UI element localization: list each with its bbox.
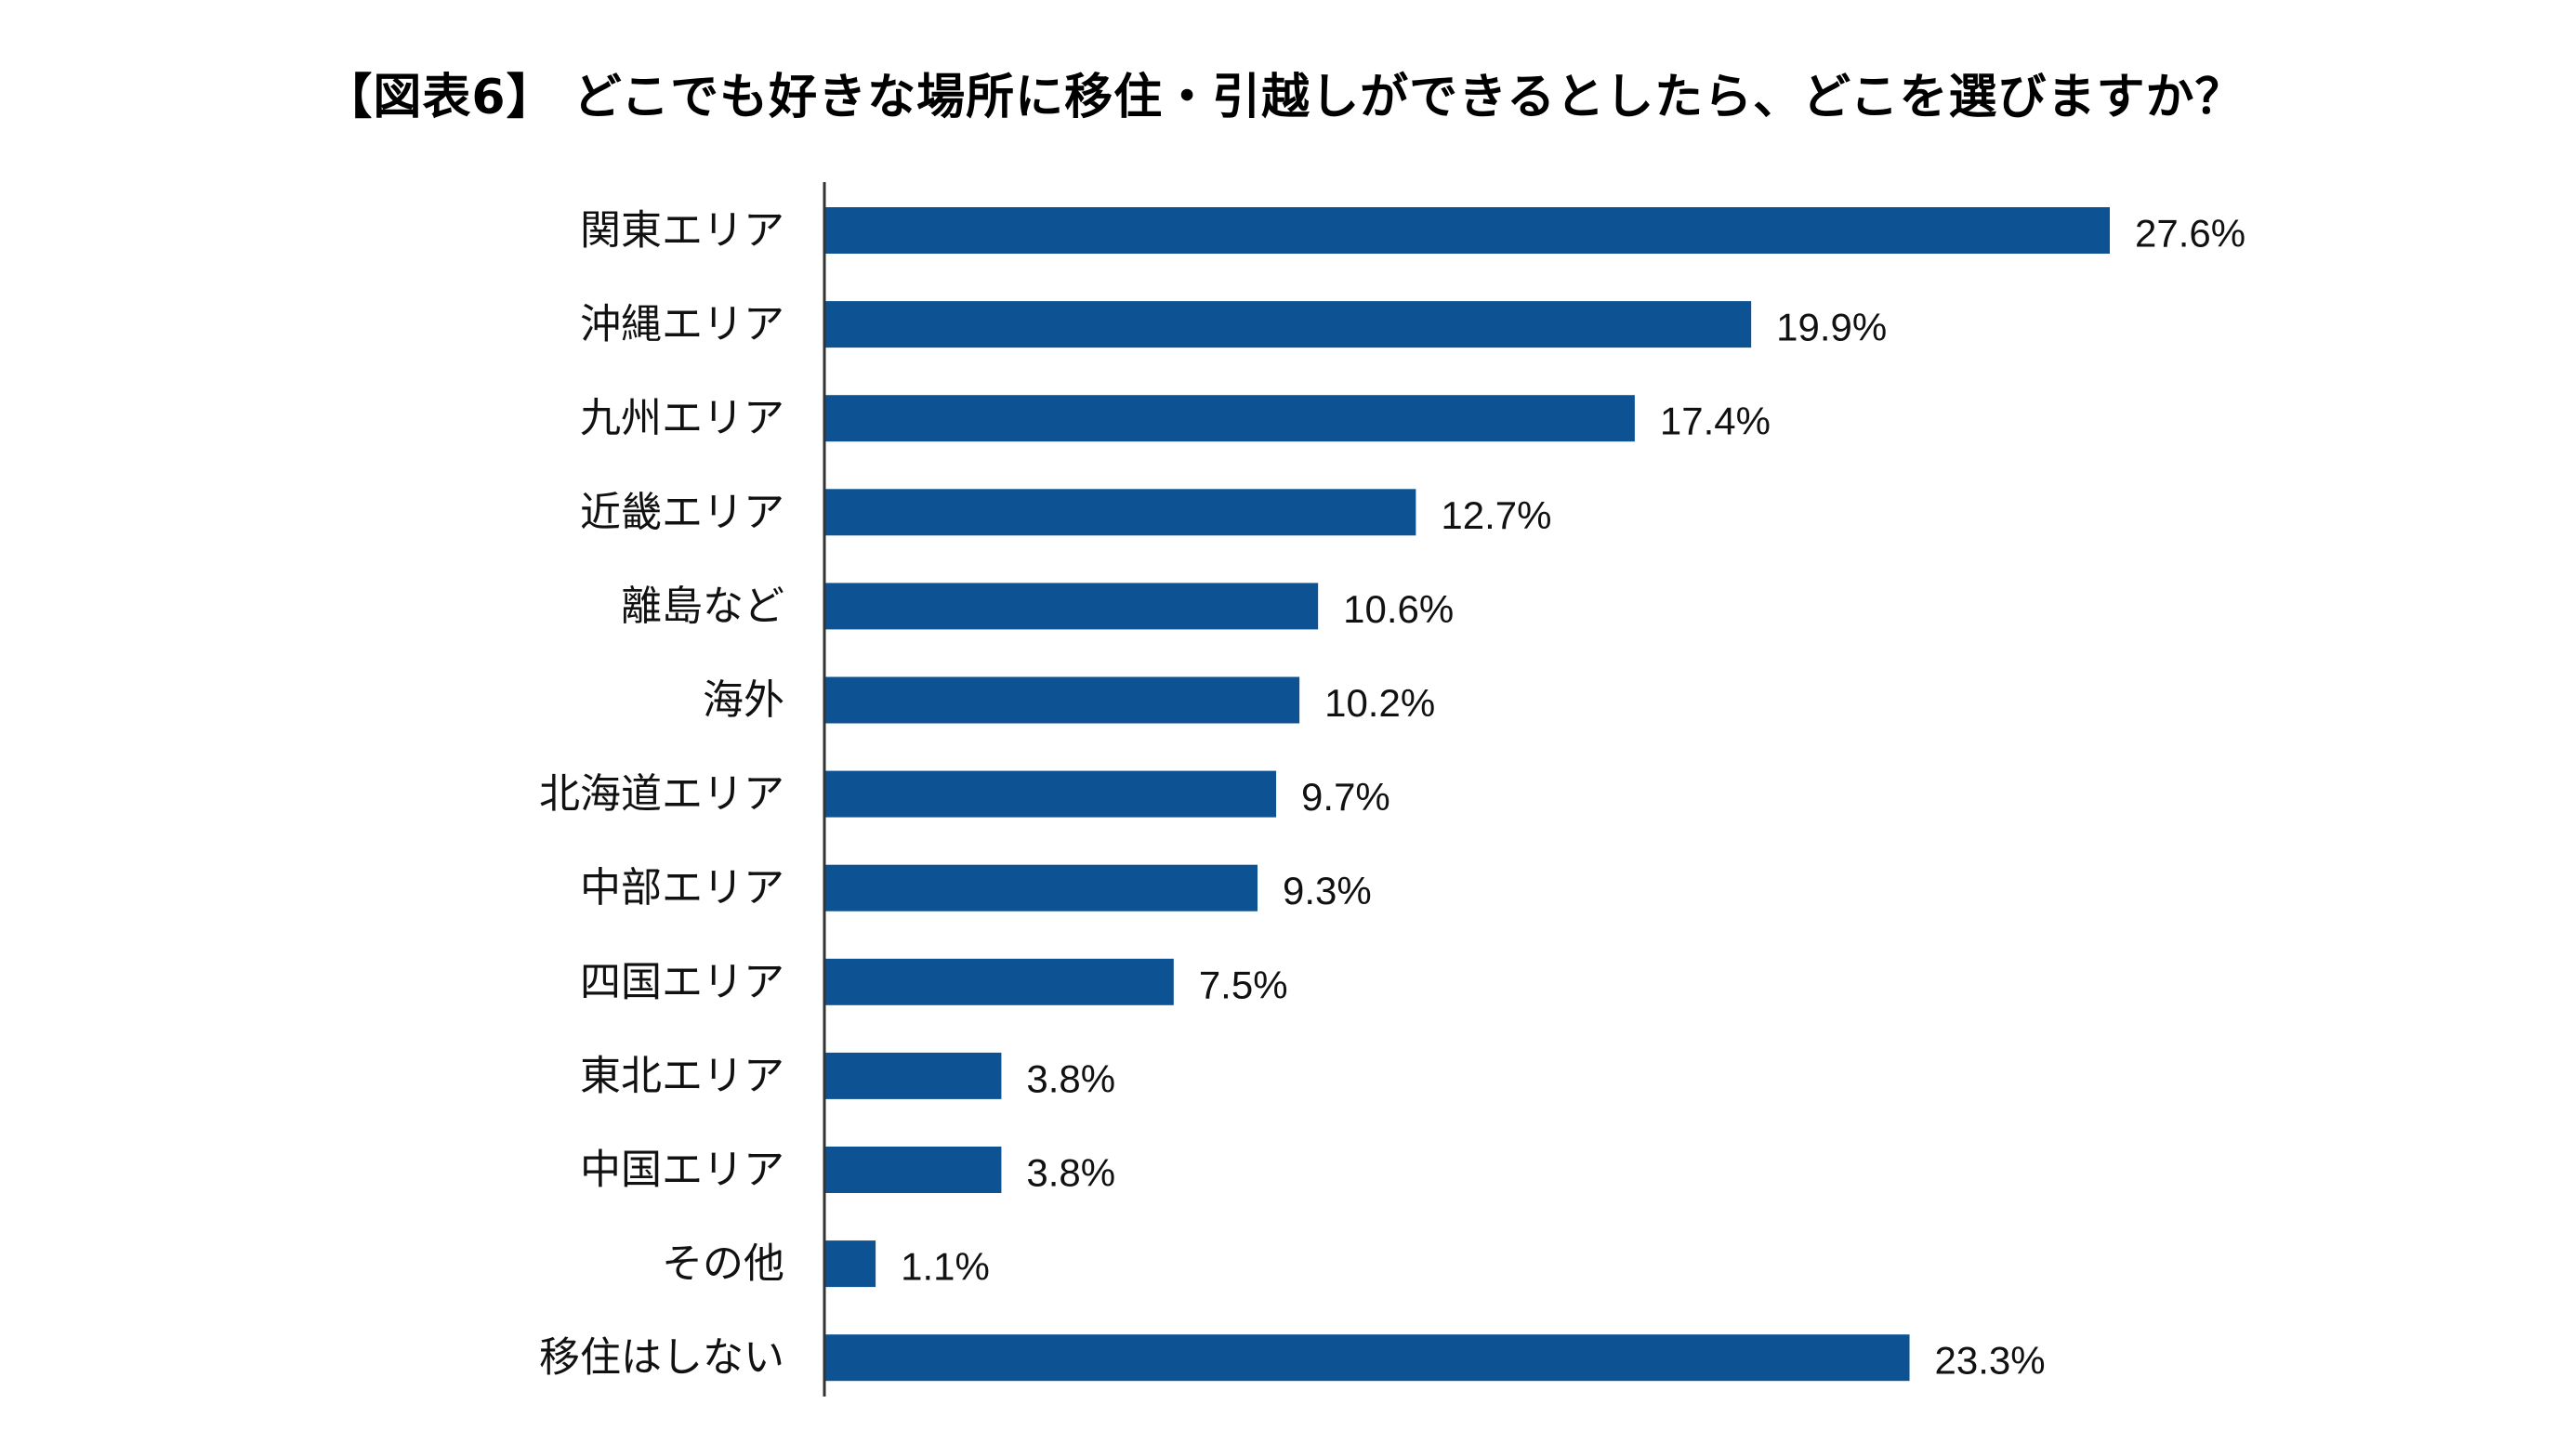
- bar: [824, 864, 1258, 912]
- bar-group: [824, 207, 2110, 1382]
- value-label-group: 27.6% 19.9% 17.4% 12.7% 10.6% 10.2% 9.7% 9.3% 7.…: [901, 212, 2245, 1383]
- value-label: 10.6%: [1343, 587, 1454, 631]
- bar: [824, 301, 1752, 348]
- category-label: 近畿エリア: [580, 489, 784, 536]
- value-label: 12.7%: [1441, 493, 1551, 537]
- bar: [824, 958, 1174, 1005]
- bar: [824, 583, 1319, 630]
- category-label: 移住はしない: [539, 1334, 784, 1382]
- value-label: 19.9%: [1776, 306, 1887, 349]
- bar: [824, 207, 2110, 254]
- category-label: 海外: [703, 676, 784, 724]
- value-label: 17.4%: [1660, 400, 1771, 443]
- category-label: 北海道エリア: [539, 770, 784, 818]
- category-label: 関東エリア: [580, 207, 784, 255]
- category-label: 中国エリア: [580, 1147, 784, 1194]
- bar: [824, 1240, 876, 1288]
- bar: [824, 770, 1277, 818]
- value-label: 7.5%: [1199, 963, 1288, 1006]
- category-label: その他: [662, 1240, 784, 1288]
- value-label: 3.8%: [1026, 1151, 1115, 1195]
- value-label: 9.3%: [1283, 869, 1372, 912]
- chart-title: 【図表6】 どこでも好きな場所に移住・引越しができるとしたら、どこを選びますか？: [323, 70, 2245, 125]
- value-label: 3.8%: [1026, 1056, 1115, 1100]
- category-label: 四国エリア: [580, 958, 784, 1005]
- category-label: 東北エリア: [580, 1052, 784, 1099]
- category-label: 沖縄エリア: [580, 301, 784, 348]
- bar: [824, 1052, 1002, 1099]
- category-label: 九州エリア: [580, 395, 784, 442]
- bar: [824, 676, 1300, 724]
- bar: [824, 489, 1416, 536]
- value-label: 9.7%: [1301, 775, 1390, 819]
- bar: [824, 1147, 1002, 1193]
- category-label: 離島など: [621, 583, 784, 630]
- category-label-group: 関東エリア沖縄エリア九州エリア近畿エリア離島など海外北海道エリア中部エリア四国エ…: [539, 207, 784, 1382]
- value-label: 1.1%: [901, 1245, 990, 1289]
- value-label: 23.3%: [1935, 1339, 2046, 1383]
- value-label: 27.6%: [2135, 212, 2245, 256]
- value-label: 10.2%: [1324, 681, 1435, 725]
- category-label: 中部エリア: [580, 864, 784, 912]
- bar: [824, 395, 1635, 442]
- bar: [824, 1334, 1910, 1382]
